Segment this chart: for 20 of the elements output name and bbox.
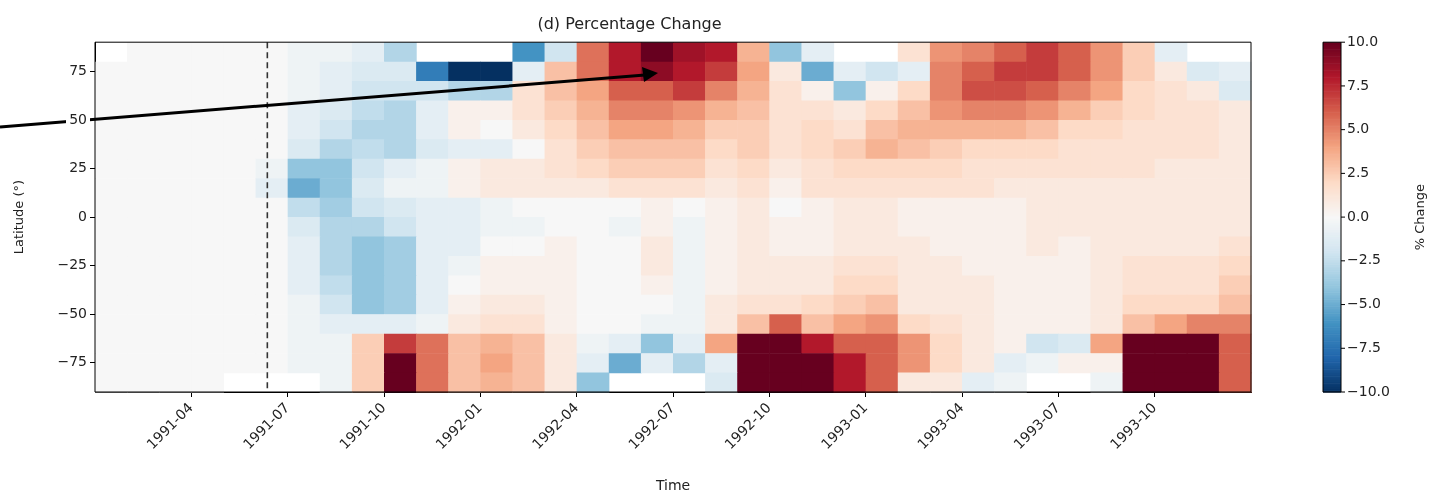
color-bar-label: −10.0	[1347, 382, 1390, 399]
color-bar-label: 5.0	[1347, 120, 1370, 137]
color-bar-label: −5.0	[1347, 295, 1381, 312]
y-tick-label: 75	[69, 61, 87, 78]
color-bar-title: % Change	[1412, 183, 1428, 251]
y-tick-label: 50	[69, 110, 87, 127]
x-axis-title: Time	[654, 477, 691, 494]
y-tick-label: −75	[57, 353, 87, 370]
y-tick-label: −25	[57, 256, 87, 273]
color-bar-label: 7.5	[1347, 76, 1370, 93]
color-bar-label: −2.5	[1347, 251, 1381, 268]
y-axis-title: Latitude (°)	[11, 179, 27, 255]
color-bar-label: −7.5	[1347, 338, 1381, 355]
y-tick-label: 25	[69, 159, 87, 176]
chart-title: (d) Percentage Change	[537, 13, 722, 33]
y-tick-label: −50	[57, 304, 87, 321]
color-bar-label: 2.5	[1347, 164, 1370, 181]
color-bar-label: 0.0	[1347, 207, 1370, 224]
y-tick-label: 0	[78, 207, 87, 224]
color-bar-label: 10.0	[1347, 32, 1379, 49]
